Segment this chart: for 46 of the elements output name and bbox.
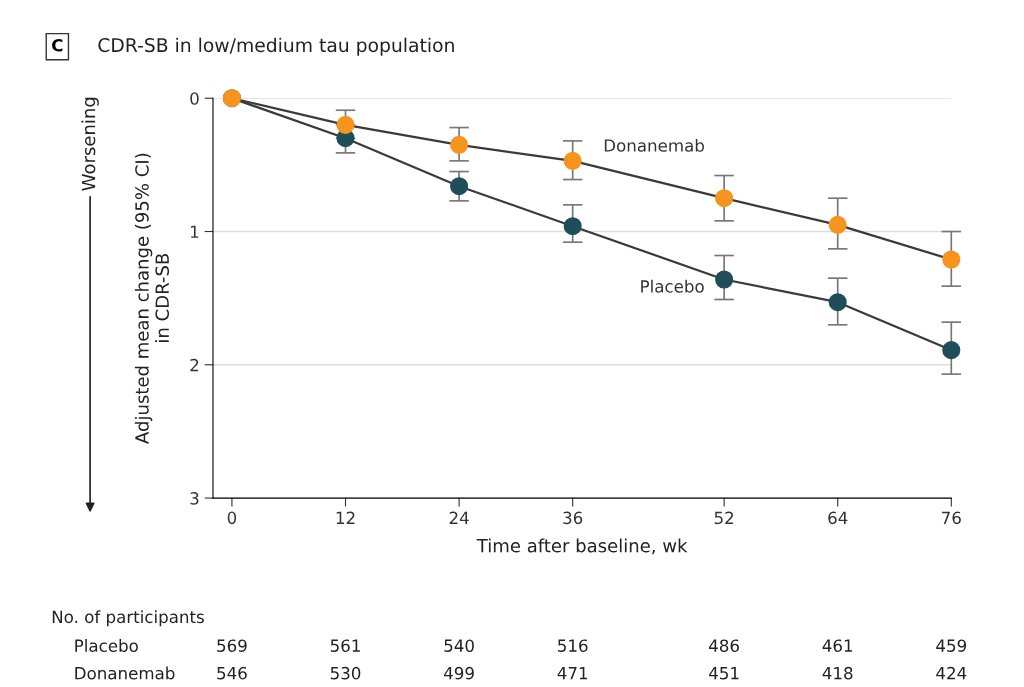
y-tick-label: 3 (190, 492, 199, 505)
text: 546 (217, 666, 247, 680)
x-tick-label: 64 (828, 511, 848, 525)
text: 471 (557, 667, 588, 680)
text: 461 (822, 639, 853, 652)
text: 418 (822, 666, 853, 680)
text: Worsening (81, 97, 99, 191)
point (715, 189, 734, 208)
x-tick-label: 24 (449, 511, 469, 524)
y-tick-label: 0 (190, 92, 199, 105)
y-tick-label: 1 (191, 225, 199, 238)
x-tick-label: 12 (336, 511, 355, 524)
x-tick-label: 0 (227, 511, 237, 525)
point (828, 215, 847, 234)
point (563, 217, 582, 236)
text: 486 (709, 639, 739, 652)
y-axis-title: Adjusted mean change (95% CI) in CDR-SB (134, 153, 170, 444)
x-axis-title: Time after baseline, wk (476, 538, 688, 555)
point (828, 293, 847, 312)
text: 530 (330, 666, 361, 680)
chart-title: CDR-SB in low/medium tau population (98, 37, 454, 56)
text: 569 (217, 639, 247, 652)
point (450, 177, 469, 196)
point (336, 115, 355, 134)
text: Placebo (75, 639, 138, 652)
text: 459 (936, 639, 967, 652)
point (942, 341, 961, 360)
text: Donanemab (75, 666, 175, 680)
text: 540 (444, 639, 474, 652)
series-label: Donanemab (604, 138, 704, 152)
x-tick-label: 76 (942, 511, 961, 525)
point (450, 135, 469, 154)
text: 516 (558, 639, 588, 652)
point (563, 151, 582, 170)
text: No. of participants (52, 610, 204, 627)
text: C (52, 38, 63, 52)
x-tick-label: 36 (563, 511, 583, 525)
series-label: Placebo (641, 279, 704, 293)
x-tick-label: 52 (714, 511, 734, 525)
y-tick-label: 2 (190, 358, 199, 372)
text: 451 (709, 667, 739, 680)
text: 561 (330, 639, 360, 652)
point (942, 250, 961, 269)
text: 424 (936, 666, 967, 680)
text: 499 (444, 666, 474, 680)
point (715, 270, 734, 289)
